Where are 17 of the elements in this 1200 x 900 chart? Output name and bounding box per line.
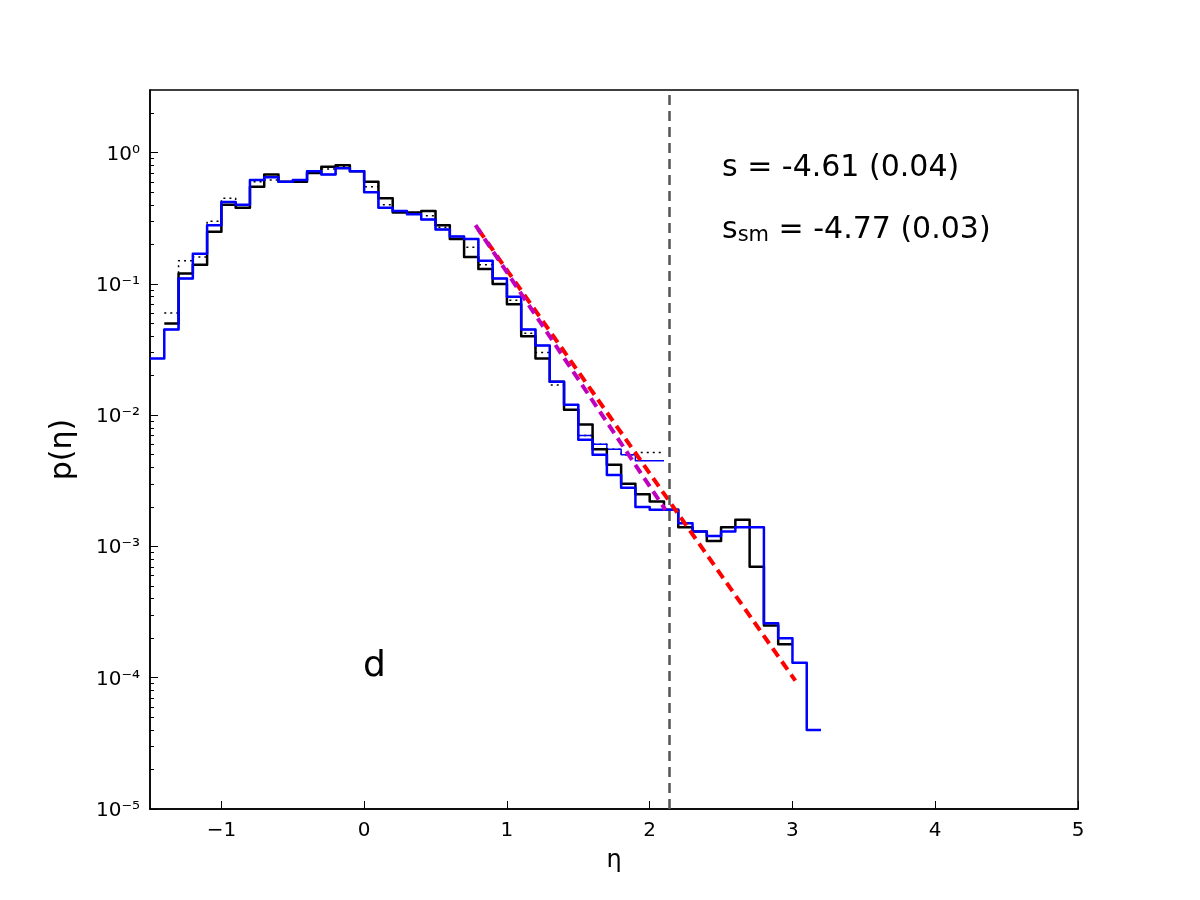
y-axis-title: p(η) (42, 418, 78, 481)
y-tick-label: 10⁰ (106, 140, 140, 165)
x-tick-label: 5 (1071, 817, 1085, 841)
annotation: d (363, 642, 386, 684)
annotation: s = -4.61 (0.04) (722, 147, 960, 183)
y-tick-label: 10⁻³ (95, 534, 140, 559)
x-tick-label: 3 (786, 817, 799, 841)
x-tick-label: 0 (357, 817, 371, 841)
y-tick-label: 10⁻² (95, 403, 140, 428)
y-tick-label: 10⁻¹ (95, 271, 140, 296)
y-tick-label: 10⁻⁴ (95, 665, 140, 690)
x-tick-label: 2 (643, 817, 657, 841)
y-tick-label: 10⁻⁵ (95, 797, 140, 821)
x-tick-label: 1 (500, 817, 514, 841)
x-tick-label: 4 (928, 817, 942, 841)
x-tick-label: −1 (206, 817, 237, 841)
x-axis-title: η (606, 845, 622, 873)
